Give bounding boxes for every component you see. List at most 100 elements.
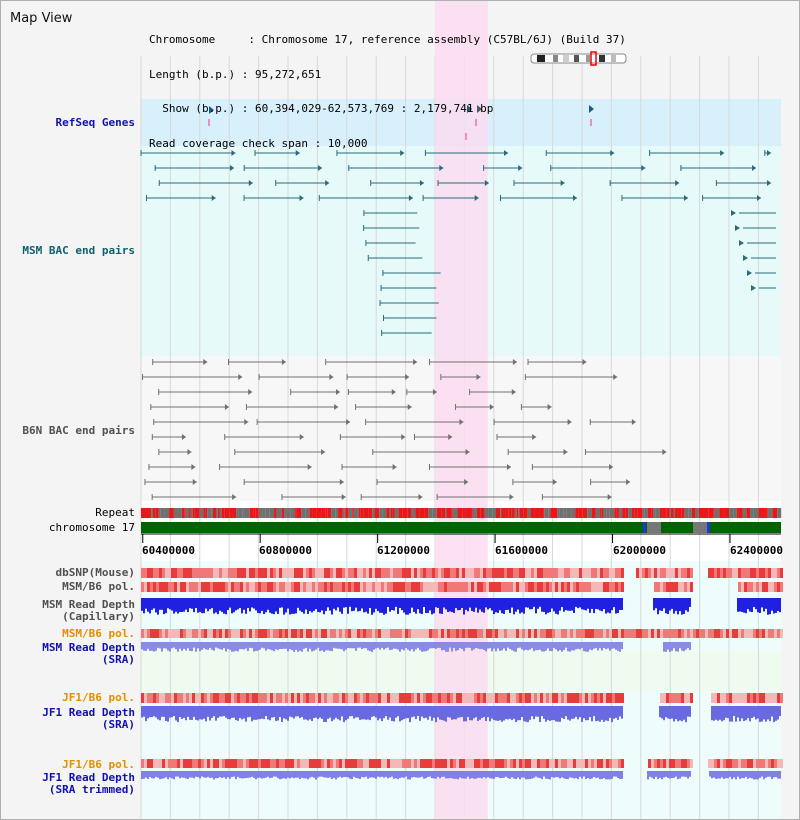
msm-b6-pol-cell	[267, 582, 270, 592]
msm-depth-capillary-bar	[673, 598, 675, 614]
jf1-depth-sra-bar	[563, 706, 565, 719]
jf1-b6-pol-trimmed-cell	[459, 759, 462, 768]
msm-b6-pol-cell	[261, 582, 264, 592]
jf1-depth-trimmed-bar	[493, 771, 495, 779]
jf1-depth-trimmed-bar	[273, 771, 275, 777]
msm-depth-capillary-bar	[221, 598, 223, 612]
repeat-element	[296, 508, 302, 518]
label-msm-bac[interactable]: MSM BAC end pairs	[22, 244, 135, 257]
msm-b6-pol-cell	[474, 582, 477, 592]
msm-depth-sra-bar	[287, 642, 289, 652]
label-msm-depth-sra[interactable]: MSM Read Depth (SRA)	[42, 641, 135, 666]
msm-depth-capillary-bar	[463, 598, 465, 615]
label-jf1-b6-pol[interactable]: JF1/B6 pol.	[62, 691, 135, 704]
msm-bac-arrow	[518, 165, 523, 171]
jf1-b6-pol-cell	[459, 693, 462, 703]
jf1-b6-pol-trimmed-cell	[735, 759, 738, 768]
jf1-depth-sra-bar	[529, 706, 531, 720]
msm-b6-pol-cell	[276, 582, 279, 592]
msm-depth-sra-bar	[237, 642, 239, 652]
msm-b6-pol-sra-cell	[315, 629, 318, 638]
msm-depth-capillary-bar	[413, 598, 415, 612]
repeat-element	[642, 508, 645, 518]
repeat-element	[772, 508, 778, 518]
label-msm-b6-pol[interactable]: MSM/B6 pol.	[62, 580, 135, 593]
label-repeat[interactable]: Repeat	[95, 506, 135, 519]
msm-depth-sra-bar	[361, 642, 363, 650]
msm-depth-capillary-bar	[689, 598, 691, 607]
jf1-b6-pol-trimmed-cell	[513, 759, 516, 768]
msm-depth-sra-bar	[333, 642, 335, 648]
ideogram-band	[537, 55, 545, 62]
jf1-depth-sra-bar	[573, 706, 575, 719]
label-msm-b6-pol-sra[interactable]: MSM/B6 pol.	[62, 627, 135, 640]
msm-depth-capillary-bar	[561, 598, 563, 608]
msm-depth-capillary-bar	[191, 598, 193, 609]
repeat-element	[205, 508, 208, 518]
label-jf1-depth-trimmed[interactable]: JF1 Read Depth (SRA trimmed)	[42, 771, 135, 796]
jf1-b6-pol-trimmed-cell	[408, 759, 411, 768]
jf1-b6-pol-trimmed-cell	[363, 759, 366, 768]
jf1-depth-trimmed-bar	[291, 771, 293, 778]
msm-depth-sra-bar	[681, 642, 683, 651]
jf1-depth-trimmed-bar	[415, 771, 417, 778]
msm-depth-capillary-bar	[605, 598, 607, 614]
msm-depth-capillary-bar	[307, 598, 309, 615]
msm-depth-sra-bar	[305, 642, 307, 648]
label-chromosome[interactable]: chromosome 17	[48, 521, 135, 534]
repeat-element	[181, 508, 184, 518]
jf1-depth-sra-bar	[549, 706, 551, 721]
jf1-depth-sra-bar	[773, 706, 775, 723]
jf1-b6-pol-cell	[447, 693, 450, 703]
msm-depth-capillary-bar	[551, 598, 553, 609]
label-b6n-bac[interactable]: B6N BAC end pairs	[22, 424, 135, 437]
dbsnp-cell	[309, 568, 312, 578]
jf1-b6-pol-cell	[432, 693, 435, 703]
label-jf1-b6-pol-trimmed[interactable]: JF1/B6 pol.	[62, 758, 135, 771]
msm-b6-pol-cell	[393, 582, 396, 592]
msm-depth-sra-bar	[257, 642, 259, 651]
msm-depth-sra-bar	[165, 642, 167, 649]
jf1-depth-trimmed-bar	[715, 771, 717, 779]
jf1-depth-sra-bar	[741, 706, 743, 719]
label-refseq-genes[interactable]: RefSeq Genes	[55, 116, 135, 129]
jf1-b6-pol-cell	[363, 693, 366, 703]
label-dbsnp[interactable]: dbSNP(Mouse)	[55, 566, 135, 579]
jf1-b6-pol-cell	[471, 693, 474, 703]
msm-b6-pol-cell	[537, 582, 540, 592]
msm-b6-pol-cell	[240, 582, 243, 592]
dbsnp-cell	[429, 568, 432, 578]
repeat-element	[714, 508, 720, 518]
msm-depth-sra-bar	[417, 642, 419, 648]
jf1-depth-sra-bar	[437, 706, 439, 718]
label-jf1-depth-sra[interactable]: JF1 Read Depth (SRA)	[42, 706, 135, 731]
jf1-b6-pol-trimmed-cell	[528, 759, 531, 768]
msm-depth-capillary-bar	[313, 598, 315, 611]
dbsnp-cell	[687, 568, 690, 578]
dbsnp-cell	[264, 568, 267, 578]
jf1-b6-pol-trimmed-cell	[171, 759, 174, 768]
msm-b6-pol-sra-cell	[534, 629, 537, 638]
repeat-element	[281, 508, 285, 518]
msm-depth-capillary-bar	[469, 598, 471, 608]
jf1-depth-trimmed-bar	[411, 771, 413, 778]
jf1-depth-sra-bar	[561, 706, 563, 718]
jf1-depth-sra-bar	[147, 706, 149, 719]
jf1-b6-pol-cell	[231, 693, 234, 703]
dbsnp-cell	[516, 568, 519, 578]
label-msm-depth-capillary[interactable]: MSM Read Depth (Capillary)	[42, 598, 135, 623]
msm-depth-capillary-bar	[345, 598, 347, 608]
jf1-b6-pol-trimmed-cell	[603, 759, 606, 768]
jf1-depth-sra-bar	[565, 706, 567, 717]
dbsnp-cell	[384, 568, 387, 578]
jf1-depth-trimmed-bar	[353, 771, 355, 777]
msm-depth-capillary-bar	[567, 598, 569, 611]
msm-depth-capillary-bar	[569, 598, 571, 611]
jf1-b6-pol-cell	[690, 693, 693, 703]
msm-depth-sra-bar	[465, 642, 467, 648]
msm-b6-pol-cell	[549, 582, 552, 592]
b6n-bac-arrow	[329, 374, 334, 380]
jf1-depth-sra-bar	[275, 706, 277, 721]
msm-b6-pol-sra-cell	[447, 629, 450, 638]
